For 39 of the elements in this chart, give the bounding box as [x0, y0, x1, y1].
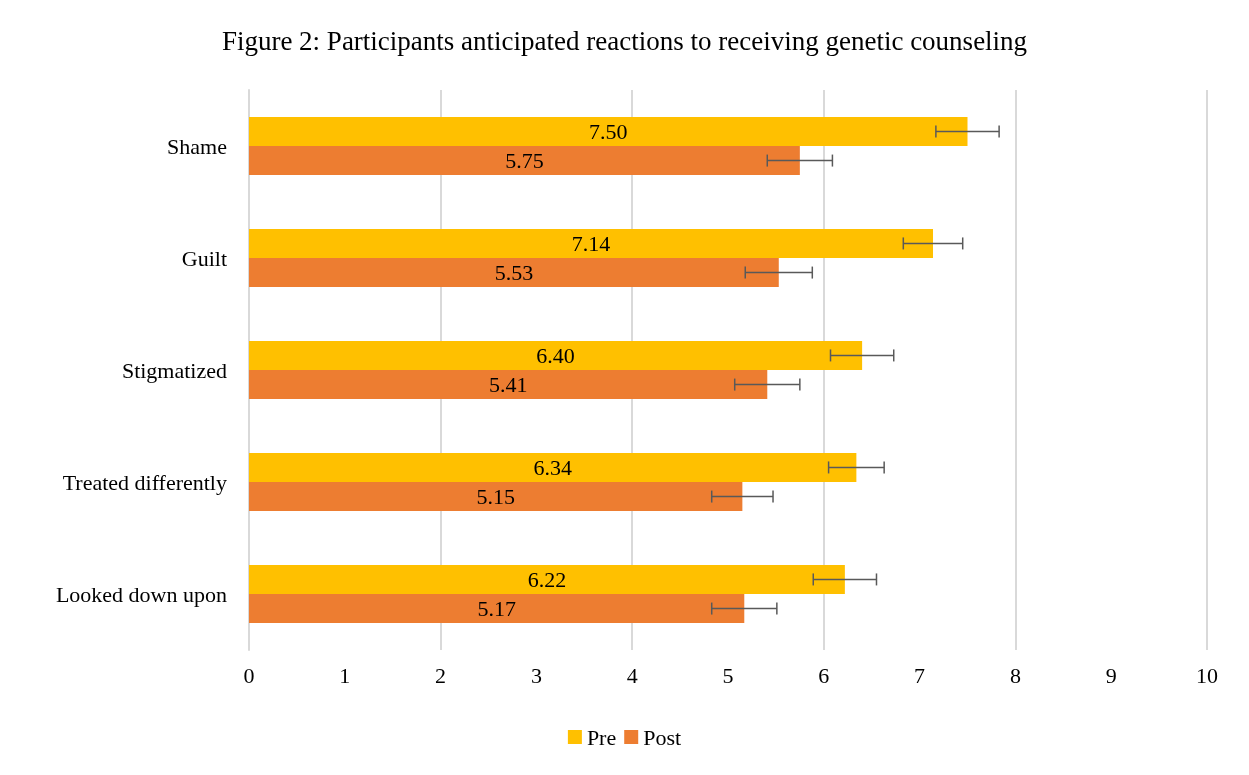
bar	[249, 482, 743, 512]
y-tick-label: Treated differently	[62, 469, 227, 495]
y-tick-label: Looked down upon	[55, 581, 227, 607]
x-tick-label: 0	[243, 662, 255, 688]
x-tick-label: 6	[818, 662, 830, 688]
x-tick-label: 5	[722, 662, 734, 688]
data-label: 6.40	[536, 342, 575, 368]
x-tick-label: 2	[435, 662, 447, 688]
data-label: 7.50	[589, 118, 628, 144]
x-tick-label: 8	[1009, 662, 1021, 688]
bar	[249, 258, 779, 288]
bar	[249, 452, 857, 482]
bar	[249, 340, 863, 370]
x-tick-label: 1	[339, 662, 351, 688]
legend-label: Post	[643, 724, 682, 750]
x-tick-label: 9	[1105, 662, 1117, 688]
bar	[249, 146, 800, 176]
data-label: 5.53	[494, 260, 534, 286]
x-tick-label: 4	[626, 662, 638, 688]
data-label: 6.22	[527, 566, 567, 592]
legend-label: Pre	[586, 724, 617, 750]
x-tick-label: 7	[914, 662, 926, 688]
bar	[249, 564, 845, 594]
bar	[249, 116, 968, 146]
bar	[249, 370, 768, 400]
bar	[249, 594, 745, 624]
data-label: 6.34	[533, 454, 572, 480]
chart-title: Figure 2: Participants anticipated reactions to receiving genetic counseling	[221, 25, 1028, 56]
x-tick-label: 10	[1196, 662, 1218, 688]
y-tick-label: Guilt	[181, 245, 227, 271]
data-label: 5.15	[476, 484, 515, 510]
bar	[249, 228, 934, 258]
y-tick-label: Stigmatized	[121, 357, 227, 383]
y-tick-label: Shame	[167, 133, 227, 159]
data-label: 5.41	[488, 372, 528, 398]
data-label: 5.17	[477, 596, 516, 622]
data-label: 5.75	[505, 148, 544, 174]
x-tick-label: 3	[530, 662, 542, 688]
data-label: 7.14	[571, 230, 611, 256]
